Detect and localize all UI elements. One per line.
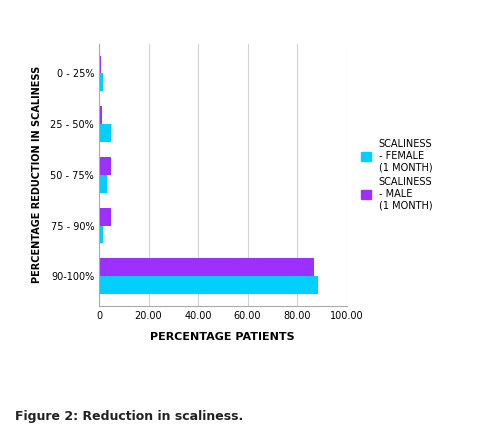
Bar [99,124,111,142]
Legend: SCALINESS
- FEMALE
(1 MONTH), SCALINESS
- MALE
(1 MONTH): SCALINESS - FEMALE (1 MONTH), SCALINESS … [361,139,433,211]
Bar [99,175,107,193]
Bar [99,55,100,73]
Bar [99,276,318,294]
Y-axis label: PERCENTAGE REDUCTION IN SCALINESS: PERCENTAGE REDUCTION IN SCALINESS [32,66,42,284]
Bar [99,106,102,124]
Bar [99,73,103,91]
Text: Figure 2: Reduction in scaliness.: Figure 2: Reduction in scaliness. [15,409,243,423]
Bar [99,258,313,276]
X-axis label: PERCENTAGE PATIENTS: PERCENTAGE PATIENTS [150,332,295,342]
Bar [99,225,103,243]
Bar [99,157,111,175]
Bar [99,208,111,225]
